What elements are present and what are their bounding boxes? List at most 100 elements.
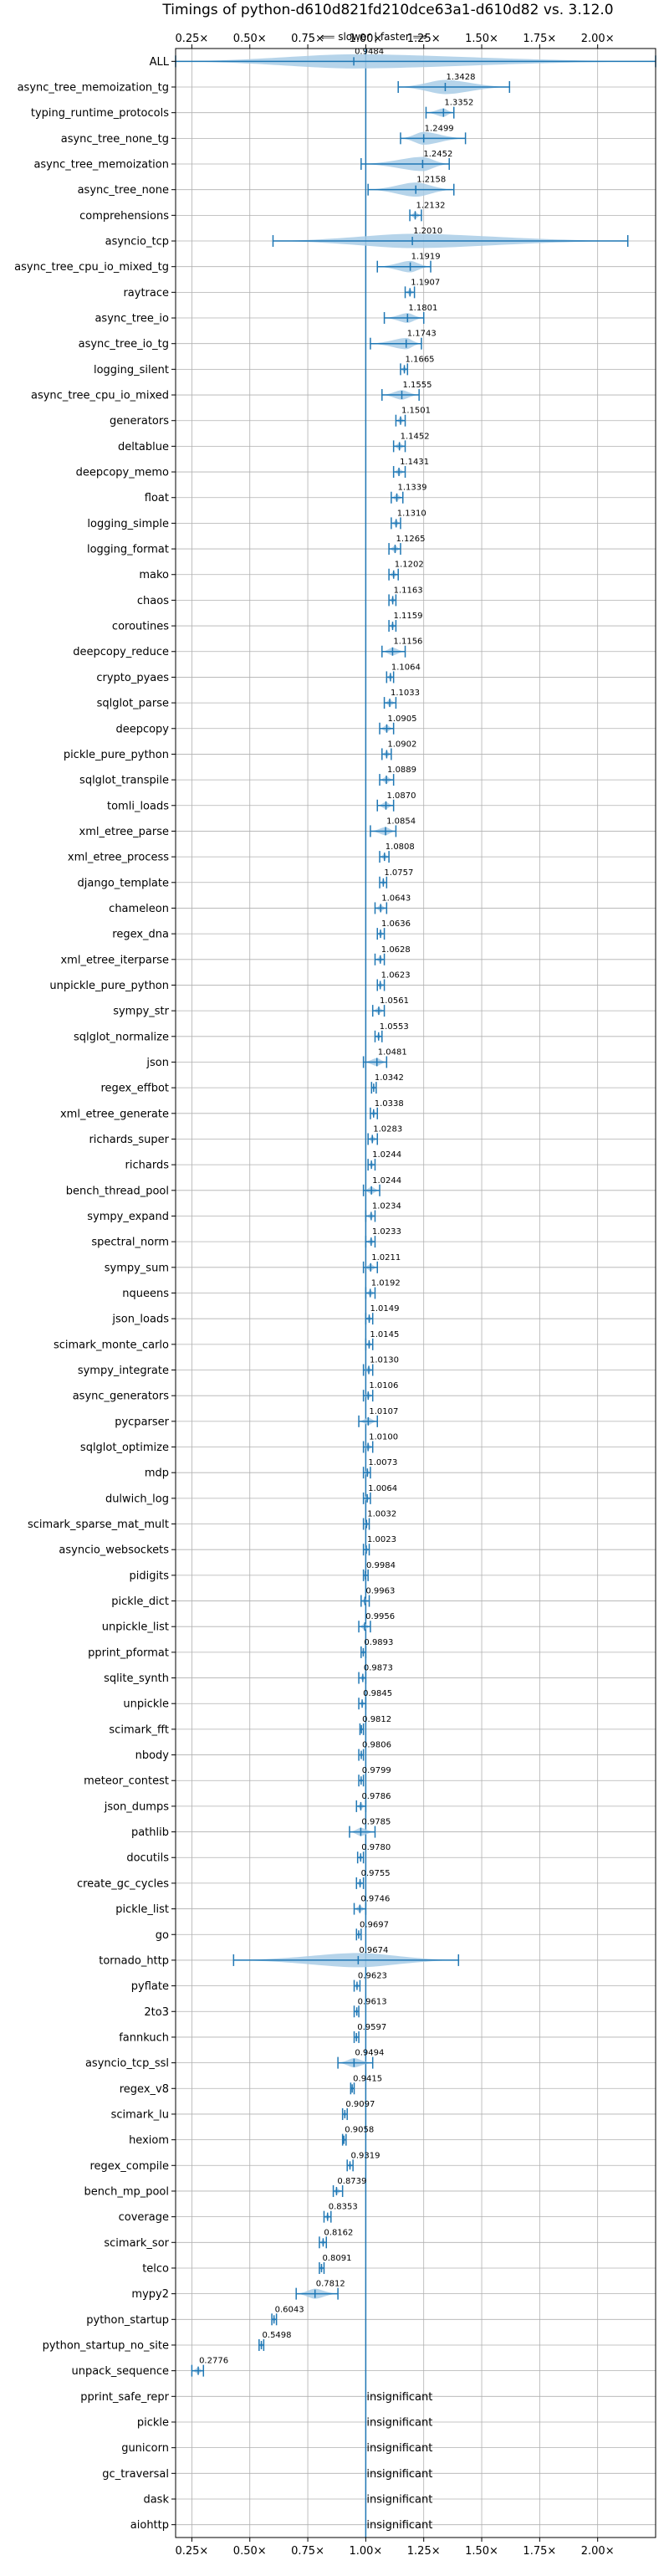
median-value-label: 0.9873: [364, 1664, 393, 1673]
x-tick-label-top: 2.00×: [581, 33, 615, 45]
benchmark-label: pprint_safe_repr: [80, 2391, 169, 2404]
benchmark-row: gc_traversal insignificant: [102, 2468, 432, 2481]
benchmark-label: async_tree_memoization_tg: [18, 82, 169, 95]
median-value-label: 1.0149: [370, 1304, 400, 1314]
median-value-label: 0.9623: [358, 1972, 387, 1981]
benchmark-label: richards: [125, 1160, 170, 1172]
plot-frame: [175, 48, 656, 2538]
median-value-label: 1.2499: [425, 124, 454, 133]
benchmark-row: sqlglot_transpile 1.0889: [79, 766, 416, 787]
benchmark-label: meteor_contest: [84, 1775, 169, 1788]
benchmark-row: mypy2 0.7812: [131, 2280, 345, 2302]
benchmark-row: sympy_integrate 1.0130: [78, 1356, 399, 1378]
benchmark-row: regex_dna 1.0636: [112, 919, 411, 941]
median-value-label: 0.9956: [365, 1612, 395, 1621]
insignificant-label: insignificant: [366, 2391, 432, 2404]
x-tick-label-top: 0.75×: [291, 33, 324, 45]
x-tick-label-top: 1.75×: [523, 33, 556, 45]
benchmark-row: json 1.0481: [146, 1047, 406, 1069]
benchmark-row: xml_etree_process 1.0808: [68, 842, 415, 864]
median-value-label: 1.0628: [381, 945, 411, 955]
benchmark-label: json_loads: [111, 1314, 169, 1326]
benchmark-label: django_template: [78, 877, 169, 889]
median-value-label: 1.0032: [367, 1510, 396, 1519]
benchmark-label: bench_thread_pool: [66, 1185, 169, 1197]
benchmark-label: sympy_str: [113, 1006, 169, 1018]
median-value-label: 1.0211: [371, 1253, 401, 1262]
median-value-label: 1.1743: [407, 330, 437, 339]
benchmark-row: chaos 1.1163: [137, 586, 423, 607]
median-value-label: 0.9963: [365, 1587, 395, 1596]
median-value-label: 1.3352: [444, 99, 473, 108]
benchmark-row: pidigits 0.9984: [130, 1561, 396, 1583]
benchmark-row: pprint_pformat 0.9893: [88, 1638, 393, 1660]
benchmark-row: json_loads 1.0149: [111, 1304, 399, 1326]
benchmark-label: spectral_norm: [91, 1237, 169, 1249]
median-value-label: 1.0342: [375, 1073, 404, 1083]
benchmark-label: mypy2: [131, 2288, 169, 2301]
benchmark-row: async_tree_none 1.2158: [78, 176, 455, 197]
insignificant-label: insignificant: [366, 2519, 432, 2532]
benchmark-label: pycparser: [115, 1416, 169, 1428]
benchmark-row: 2to3 0.9613: [144, 1997, 386, 2019]
benchmark-label: unpickle: [123, 1698, 169, 1711]
median-value-label: 1.1665: [406, 355, 435, 364]
benchmark-row: nbody 0.9806: [135, 1741, 391, 1763]
benchmark-label: pathlib: [131, 1826, 169, 1839]
median-value-label: 1.0244: [372, 1176, 401, 1186]
insignificant-label: insignificant: [366, 2416, 432, 2429]
x-tick-label-bottom: 2.00×: [581, 2545, 615, 2558]
x-tick-label-bottom: 0.25×: [175, 2545, 208, 2558]
benchmark-row: dask insignificant: [143, 2493, 432, 2506]
benchmark-row: crypto_pyaes 1.1064: [96, 663, 421, 684]
benchmark-row: pickle_dict 0.9963: [111, 1587, 395, 1609]
benchmark-row: spectral_norm 1.0233: [91, 1227, 401, 1249]
median-value-label: 1.0073: [368, 1458, 397, 1467]
benchmark-label: nqueens: [122, 1288, 169, 1300]
median-value-label: 0.9780: [361, 1843, 391, 1852]
benchmark-label: regex_effbot: [100, 1083, 169, 1095]
benchmark-label: ALL: [150, 56, 170, 69]
benchmark-label: async_tree_io: [94, 313, 169, 325]
median-value-label: 0.7812: [316, 2280, 345, 2289]
benchmark-row: sqlite_synth 0.9873: [104, 1664, 393, 1686]
benchmark-row: chameleon 1.0643: [109, 894, 411, 915]
median-value-label: 1.1163: [394, 586, 423, 595]
median-value-label: 0.9786: [361, 1792, 391, 1801]
benchmark-label: mdp: [145, 1467, 169, 1480]
x-tick-label-top: 0.25×: [175, 33, 208, 45]
x-tick-label-top: 0.50×: [233, 33, 267, 45]
median-value-label: 0.9494: [355, 2049, 384, 2058]
x-tick-label-bottom: 0.50×: [233, 2545, 267, 2558]
benchmark-label: sqlglot_transpile: [79, 775, 169, 787]
benchmark-label: sqlglot_normalize: [74, 1031, 169, 1043]
benchmark-label: sympy_sum: [105, 1262, 169, 1274]
median-value-label: 0.8739: [337, 2177, 366, 2186]
benchmark-label: float: [145, 492, 169, 504]
benchmark-label: async_tree_cpu_io_mixed: [31, 390, 169, 402]
benchmark-label: deepcopy_memo: [76, 467, 169, 479]
median-value-label: 1.0106: [369, 1381, 398, 1390]
benchmark-label: richards_super: [89, 1134, 169, 1146]
benchmark-row: xml_etree_generate 1.0338: [60, 1099, 404, 1121]
benchmark-row: gunicorn insignificant: [121, 2442, 432, 2455]
benchmark-row: deepcopy_reduce 1.1156: [73, 638, 422, 659]
benchmark-label: async_tree_cpu_io_mixed_tg: [14, 261, 169, 274]
benchmark-label: nbody: [135, 1749, 170, 1762]
benchmark-label: scimark_monte_carlo: [54, 1339, 169, 1351]
benchmark-label: asyncio_websockets: [59, 1544, 169, 1557]
benchmark-label: xml_etree_generate: [60, 1108, 169, 1120]
median-value-label: 1.1202: [395, 561, 424, 570]
median-value-label: 1.0902: [387, 740, 416, 749]
benchmark-label: logging_format: [87, 544, 169, 556]
x-tick-label-bottom: 1.50×: [465, 2545, 498, 2558]
median-value-label: 1.0854: [386, 817, 416, 826]
benchmark-label: create_gc_cycles: [77, 1877, 169, 1890]
median-value-label: 0.9806: [362, 1741, 391, 1750]
benchmark-row: logging_format 1.1265: [87, 535, 426, 556]
direction-label: ⟸ slower | faster ⟹: [320, 31, 427, 43]
benchmark-label: async_tree_none: [78, 184, 169, 197]
benchmark-row: sympy_str 1.0561: [113, 996, 409, 1018]
median-value-label: 1.1033: [391, 689, 420, 698]
